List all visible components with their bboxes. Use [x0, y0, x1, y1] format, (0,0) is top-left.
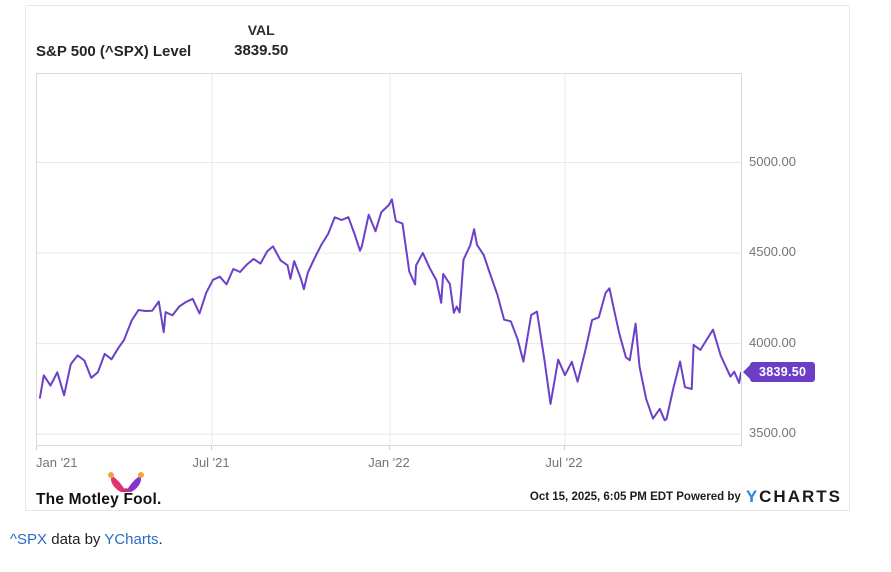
value-column-header: VAL — [247, 22, 275, 38]
attribution: Oct 15, 2025, 6:05 PM EDT Powered by YCH… — [530, 487, 842, 507]
y-axis-label: 3500.00 — [749, 425, 796, 441]
last-value-badge: 3839.50 — [742, 361, 816, 382]
x-axis-label: Jul '21 — [192, 455, 230, 470]
value-column-value: 3839.50 — [234, 42, 289, 59]
caption-period: . — [158, 531, 163, 548]
spx-link[interactable]: ^SPX — [10, 531, 48, 548]
x-axis-label: Jan '21 — [36, 455, 78, 470]
chart-header: S&P 500 (^SPX) Level VAL 3839.50 — [36, 20, 307, 61]
x-axis: Jan '21 Jul '21 Jan '22 Jul '22 — [26, 6, 851, 512]
y-axis-label: 4000.00 — [749, 334, 796, 350]
price-line-chart — [37, 74, 741, 445]
chart-card: S&P 500 (^SPX) Level VAL 3839.50 5000.00… — [25, 5, 850, 511]
price-line — [38, 198, 741, 422]
y-axis: 5000.00 4500.00 4000.00 3500.00 — [749, 6, 819, 512]
x-axis-tick — [564, 446, 565, 450]
ycharts-logo[interactable]: YCHARTS — [746, 487, 842, 507]
y-axis-label: 5000.00 — [749, 153, 796, 169]
plot-area — [36, 73, 742, 446]
x-axis-label: Jul '22 — [545, 455, 583, 470]
x-axis-tick — [36, 446, 37, 450]
caption-middle: data by — [47, 531, 105, 548]
attribution-text: Oct 15, 2025, 6:05 PM EDT Powered by — [529, 491, 741, 503]
y-axis-label: 4500.00 — [749, 244, 796, 260]
value-column: VAL 3839.50 — [215, 20, 307, 61]
x-axis-label: Jan '22 — [368, 455, 410, 470]
ycharts-logo-y: Y — [745, 487, 760, 506]
caption: ^SPX data by YCharts. — [10, 531, 163, 548]
jester-hat-icon — [108, 472, 144, 492]
ycharts-logo-rest: CHARTS — [759, 487, 842, 506]
x-axis-tick — [388, 446, 390, 450]
motley-fool-logo-text: The Motley Fool. — [36, 491, 162, 508]
series-title: S&P 500 (^SPX) Level — [36, 43, 192, 60]
x-axis-tick — [211, 446, 213, 450]
ycharts-link[interactable]: YCharts — [104, 531, 159, 548]
